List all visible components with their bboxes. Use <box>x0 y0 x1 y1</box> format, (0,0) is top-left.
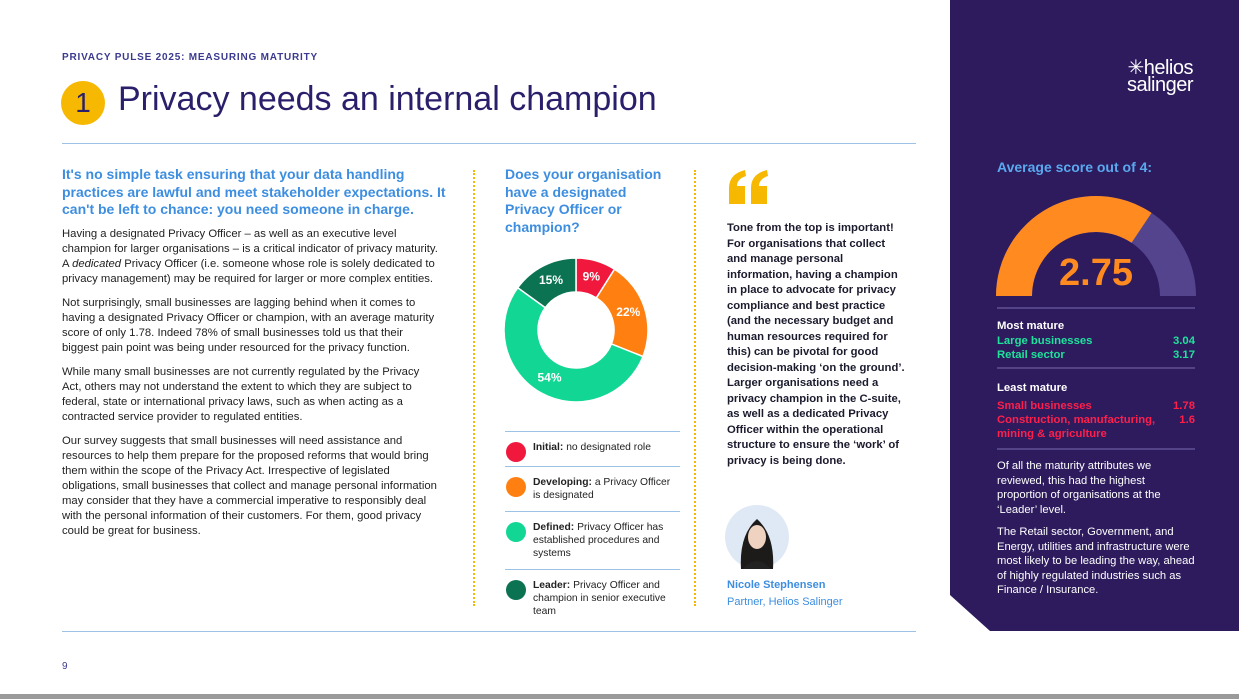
gauge <box>996 196 1196 296</box>
sidebar-panel <box>950 0 1239 631</box>
gauge-title: Average score out of 4: <box>997 159 1153 175</box>
sidebar-text: Of all the maturity attributes we review… <box>997 459 1197 606</box>
legend-term: Leader: <box>533 580 571 591</box>
quote: Tone from the top is important! For orga… <box>727 222 905 467</box>
paragraph: Having a designated Privacy Officer – as… <box>62 227 440 287</box>
body-text: Having a designated Privacy Officer – as… <box>62 227 440 548</box>
quote-mark <box>729 170 768 204</box>
legend-text: a Privacy Officer is designated <box>533 477 671 501</box>
chart-title: Does your organisation have a designated… <box>505 166 662 235</box>
group-title: Least mature <box>997 382 1068 394</box>
group-title: Most mature <box>997 320 1065 332</box>
text-run: dedicated <box>72 258 122 270</box>
lead: It's no simple task ensuring that your d… <box>62 166 446 217</box>
row-value: 3.04 <box>1173 335 1195 347</box>
score-row: Small businesses 1.78 <box>997 399 1195 413</box>
paragraph: The Retail sector, Government, and Energ… <box>997 526 1195 596</box>
sidebar-background <box>950 0 1239 631</box>
dotted-divider <box>694 170 696 606</box>
page-title: Privacy needs an internal champion <box>118 80 657 118</box>
paragraph: Our survey suggests that small businesse… <box>62 435 437 537</box>
dotted-divider <box>473 170 475 606</box>
value-label: 54% <box>537 370 561 384</box>
paragraph: While many small businesses are not curr… <box>62 366 420 423</box>
bottom-edge <box>0 694 1239 699</box>
row-value: 1.6 <box>1179 414 1195 426</box>
row-label: Retail sector <box>997 349 1065 361</box>
legend-item: Defined: Privacy Officer has established… <box>505 511 680 569</box>
legend-swatch <box>506 522 526 542</box>
gauge-value <box>996 196 1152 296</box>
portrait <box>725 505 789 569</box>
person-name: Nicole Stephensen <box>727 579 826 591</box>
score-row: Construction, manufacturing, mining & ag… <box>997 413 1195 441</box>
legend-swatch <box>506 442 526 462</box>
legend-item: Developing: a Privacy Officer is designa… <box>505 466 680 511</box>
row-value: 1.78 <box>1173 400 1195 412</box>
row-label: Construction, manufacturing, mining & ag… <box>997 414 1156 440</box>
logo-line: ✳helios <box>1127 57 1193 79</box>
score: 2.75 <box>1059 252 1133 294</box>
donut-segment <box>516 257 577 309</box>
donut-chart: 9% 22% 54% 15% <box>503 257 649 403</box>
legend-text: Privacy Officer and champion in senior e… <box>533 580 666 617</box>
row-label: Small businesses <box>997 400 1092 412</box>
value-label: 22% <box>616 305 640 319</box>
value-label: 15% <box>539 273 563 287</box>
score-row: Retail sector 3.17 <box>997 348 1195 362</box>
kicker: PRIVACY PULSE 2025: MEASURING MATURITY <box>62 52 318 63</box>
legend-item: Leader: Privacy Officer and champion in … <box>505 569 680 627</box>
legend-swatch <box>506 580 526 600</box>
section-number: 1 <box>61 81 105 125</box>
legend-term: Initial: <box>533 442 564 453</box>
legend: Initial: no designated role Developing: a… <box>505 431 680 627</box>
row-label: Large businesses <box>997 335 1093 347</box>
legend-text: Privacy Officer has established procedur… <box>533 522 664 559</box>
legend-swatch <box>506 477 526 497</box>
rule <box>62 631 916 632</box>
logo: ✳helios salinger <box>1126 57 1194 96</box>
value-label: 9% <box>583 269 601 283</box>
person-role: Partner, Helios Salinger <box>727 596 843 608</box>
rule <box>62 143 916 144</box>
text-run: Having a designated Privacy Officer – as… <box>62 228 438 270</box>
legend-term: Developing: <box>533 477 592 488</box>
text-run: Privacy Officer (i.e. someone whose role… <box>62 258 435 285</box>
logo-line: salinger <box>1126 74 1194 96</box>
paragraph: Not surprisingly, small businesses are l… <box>62 297 435 354</box>
page-number: 9 <box>62 661 68 672</box>
row-value: 3.17 <box>1173 349 1195 361</box>
legend-text: no designated role <box>566 442 651 453</box>
legend-item: Initial: no designated role <box>505 431 680 466</box>
donut-segment <box>503 286 644 403</box>
legend-term: Defined: <box>533 522 575 533</box>
score-row: Large businesses 3.04 <box>997 334 1195 348</box>
paragraph: Of all the maturity attributes we review… <box>997 460 1161 516</box>
